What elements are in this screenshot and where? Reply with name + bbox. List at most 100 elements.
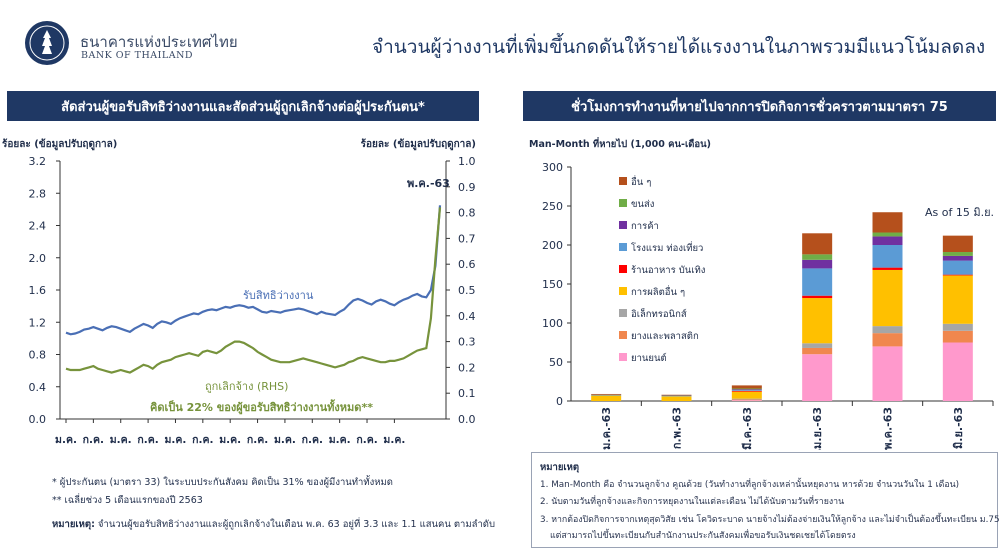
right-tick-label: 0.6	[458, 258, 476, 271]
month-tick-label: ม.ค.	[55, 434, 77, 445]
bar-segment	[872, 267, 903, 270]
bar-segment	[731, 389, 762, 391]
bar-segment	[661, 395, 692, 397]
month-tick-label: ก.ค.	[137, 434, 158, 445]
bar-tick-label: 150	[542, 278, 563, 291]
legend-label: ร้านอาหาร บันเทิง	[631, 265, 705, 276]
left-tick-label: 2.8	[29, 187, 47, 200]
page-title: จำนวนผู้ว่างงานที่เพิ่มขึ้นกดดันให้รายได…	[372, 36, 986, 58]
left-panel-banner: สัดส่วนผู้ขอรับสิทธิว่างงานและสัดส่วนผู้…	[7, 91, 479, 121]
bar-segment	[661, 394, 692, 396]
bank-name-th: ธนาคารแห่งประเทศไทย	[80, 33, 238, 51]
legend-swatch	[619, 199, 627, 207]
legend-label: โรงแรม ท่องเที่ยว	[631, 241, 703, 254]
bar-segment	[731, 398, 762, 400]
bar-segment	[661, 396, 692, 401]
line-chart: ร้อยละ (ข้อมูลปรับฤดูกาล) ร้อยละ (ข้อมูล…	[2, 138, 476, 445]
bar-segment	[942, 275, 973, 324]
bar-segment	[942, 255, 973, 261]
remark: หมายเหตุ: จำนวนผู้ขอรับสิทธิว่างงานและผู…	[52, 517, 495, 532]
legend-label: ขนส่ง	[631, 199, 654, 210]
right-tick-label: 1.0	[458, 155, 476, 168]
month-tick-label: ม.ค.	[383, 434, 405, 445]
left-tick-label: 2.0	[29, 252, 47, 265]
right-axis-label: ร้อยละ (ข้อมูลปรับฤดูกาล)	[361, 138, 476, 151]
bar-segment	[591, 395, 622, 401]
footnote-1: * ผู้ประกันตน (มาตรา 33) ในระบบประกันสัง…	[52, 477, 393, 488]
bar-segment	[731, 391, 762, 399]
bar-segment	[591, 394, 622, 396]
note-3: 3. หากต้องปิดกิจการจากเหตุสุดวิสัย เช่น …	[540, 515, 1000, 525]
month-tick-label: ม.ค.	[164, 434, 186, 445]
bar-category-label: พ.ค.-63	[882, 407, 895, 450]
month-tick-label: ม.ค.	[329, 434, 351, 445]
bar-segment	[802, 259, 833, 269]
bar-segment	[802, 268, 833, 296]
stacked-bar-chart: Man-Month ที่หายไป (1,000 คน-เดือน) As o…	[529, 136, 994, 450]
right-tick-label: 0.9	[458, 181, 476, 194]
legend-swatch	[619, 243, 627, 251]
left-tick-label: 2.4	[29, 220, 47, 233]
left-tick-label: 0.0	[29, 413, 47, 426]
month-tick-label: ม.ค.	[274, 434, 296, 445]
bar-segment	[802, 298, 833, 344]
series-label-layoffs: ถูกเลิกจ้าง (RHS)	[205, 380, 288, 393]
notes-box: หมายเหตุ 1. Man-Month คือ จำนวนลูกจ้าง ค…	[531, 452, 1000, 548]
right-tick-label: 0.3	[458, 336, 476, 349]
month-tick-label: ก.ค.	[83, 434, 104, 445]
bar-annotation: As of 15 มิ.ย.	[925, 206, 994, 219]
bar-segment	[731, 390, 762, 392]
bar-segment	[731, 399, 762, 401]
legend-label: ยานยนต์	[631, 352, 667, 364]
bar-segment	[942, 235, 973, 253]
right-panel-banner: ชั่วโมงการทำงานที่หายไปจากการปิดกิจการชั…	[523, 91, 996, 121]
left-tick-label: 0.4	[29, 381, 47, 394]
right-tick-label: 0.2	[458, 361, 476, 374]
legend-swatch	[619, 287, 627, 295]
note-3-continued: แต่สามารถไปขึ้นทะเบียนกับสำนักงานประกันส…	[550, 531, 856, 541]
left-tick-label: 1.6	[29, 284, 47, 297]
bar-segment	[731, 390, 762, 391]
legend-label: ยางและพลาสติก	[631, 331, 699, 342]
right-tick-label: 0.8	[458, 207, 476, 220]
month-tick-label: ก.ค.	[302, 434, 323, 445]
footnote-2: ** เฉลี่ยช่วง 5 เดือนแรกของปี 2563	[52, 495, 203, 506]
annotation-average: คิดเป็น 22% ของผู้ขอรับสิทธิว่างงานทั้งห…	[150, 399, 373, 415]
bar-tick-label: 200	[542, 239, 563, 252]
annotation-peak: พ.ค.-63	[407, 177, 450, 190]
bar-segment	[591, 393, 622, 395]
bar-segment	[872, 232, 903, 237]
month-tick-label: ม.ค.	[110, 434, 132, 445]
bar-segment	[802, 347, 833, 355]
bar-category-label: มี.ค.-63	[741, 407, 754, 450]
bar-segment	[802, 343, 833, 348]
month-tick-label: ก.ค.	[356, 434, 377, 445]
note-2: 2. นับตามวันที่ลูกจ้างและกิจการหยุดงานใน…	[540, 497, 845, 507]
bar-category-label: ม.ค.-63	[600, 407, 613, 450]
bar-segment	[872, 346, 903, 401]
notes-title: หมายเหตุ	[540, 462, 580, 473]
bank-name-en: BANK OF THAILAND	[81, 50, 194, 61]
bar-segment	[872, 236, 903, 245]
bar-segment	[731, 388, 762, 390]
month-tick-label: ก.ค.	[192, 434, 213, 445]
bar-category-label: ก.พ.-63	[671, 407, 684, 449]
legend-swatch	[619, 353, 627, 361]
bar-segment	[872, 333, 903, 347]
right-tick-label: 0.5	[458, 284, 476, 297]
bar-segment	[942, 274, 973, 276]
bar-segment	[802, 295, 833, 299]
bar-category-label: มิ.ย.-63	[952, 407, 965, 449]
bar-tick-label: 250	[542, 200, 563, 213]
bar-segment	[872, 269, 903, 327]
bar-tick-label: 50	[549, 356, 563, 369]
legend-label: อื่น ๆ	[631, 175, 652, 188]
bar-segment	[802, 354, 833, 401]
legend-swatch	[619, 177, 627, 185]
left-tick-label: 0.8	[29, 349, 47, 362]
note-1: 1. Man-Month คือ จำนวนลูกจ้าง คูณด้วย (ว…	[540, 480, 960, 490]
legend-swatch	[619, 331, 627, 339]
bar-segment	[872, 245, 903, 268]
bar-segment	[802, 233, 833, 255]
left-tick-label: 1.2	[29, 316, 47, 329]
